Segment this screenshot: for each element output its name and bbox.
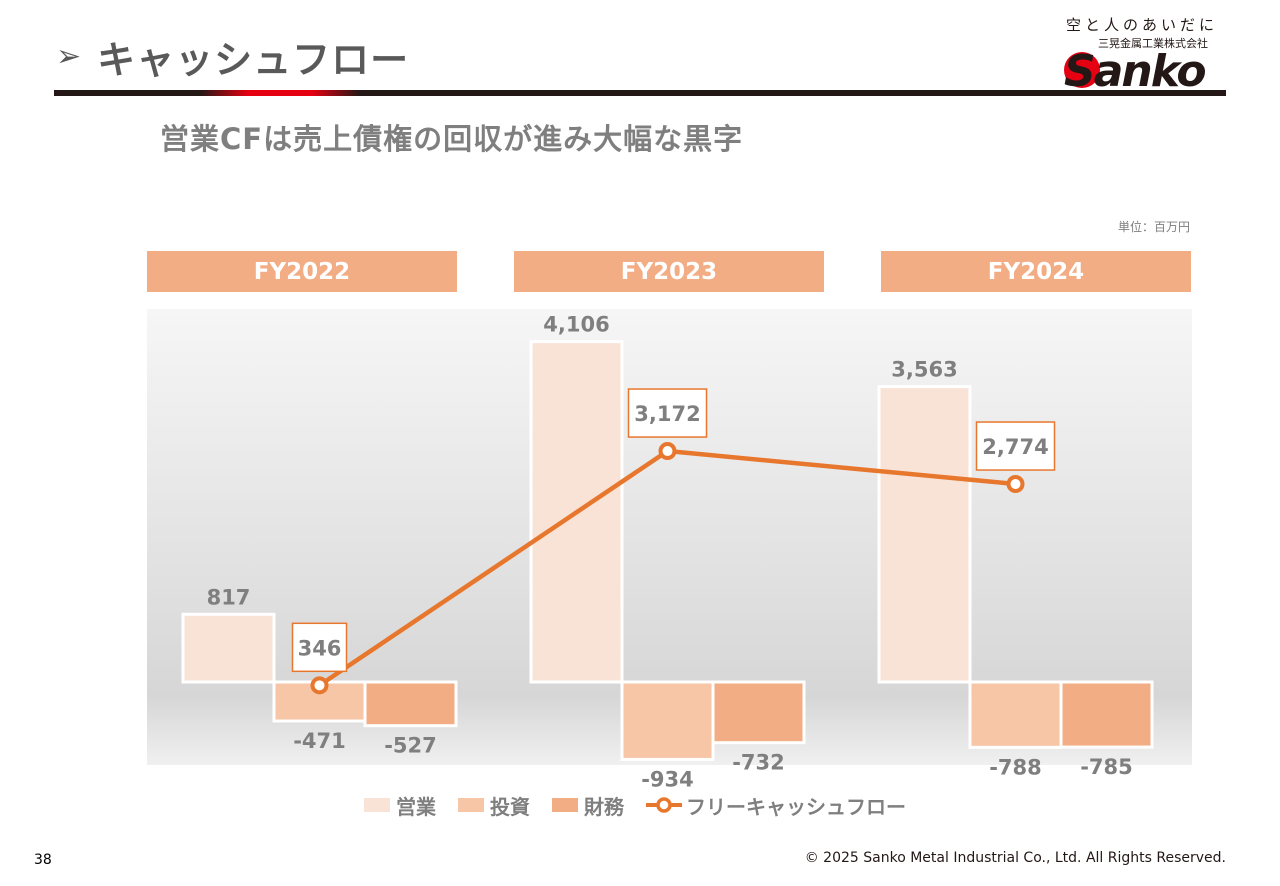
- data-label-financing-fy2023: -732: [732, 751, 785, 775]
- svg-text:Sanko: Sanko: [1064, 46, 1205, 90]
- bar-operating-fy2023: [529, 340, 624, 684]
- category-label-fy2023: FY2023: [621, 259, 717, 285]
- bullet-arrow-icon: ➢: [56, 38, 82, 74]
- legend-item-financing: 財務: [552, 791, 624, 820]
- company-logo: 空と人のあいだに 三晃金属工業株式会社 Sanko: [1062, 14, 1228, 90]
- page-title: キャッシュフロー: [97, 37, 410, 82]
- legend-label-free-cf: フリーキャッシュフロー: [686, 794, 906, 819]
- bar-investing-fy2023: [620, 680, 715, 761]
- free-cf-label-box-fy2023: [627, 388, 708, 438]
- free-cf-label-fy2023: 3,172: [634, 402, 700, 426]
- bar-financing-fy2023: [711, 680, 806, 745]
- legend-swatch-investing: [458, 798, 484, 812]
- free-cf-point-fy2023: [658, 442, 677, 461]
- data-label-investing-fy2024: -788: [989, 755, 1042, 779]
- chart-legend: 営業 投資 財務 フリーキャッシュフロー: [364, 790, 928, 820]
- slide-subtitle: 営業CFは売上債権の回収が進み大幅な黒字: [160, 122, 744, 156]
- data-label-investing-fy2023: -934: [641, 767, 694, 791]
- data-label-operating-fy2022: 817: [207, 585, 251, 609]
- legend-label-investing: 投資: [490, 794, 530, 819]
- bar-investing-fy2024: [968, 680, 1063, 749]
- legend-swatch-financing: [552, 798, 578, 812]
- free-cf-label-fy2024: 2,774: [982, 435, 1048, 459]
- category-label-fy2024: FY2024: [988, 259, 1084, 285]
- free-cf-point-fy2022: [310, 676, 329, 695]
- legend-swatch-operating: [364, 798, 390, 812]
- unit-label: 単位：百万円: [1117, 220, 1190, 234]
- free-cf-label-box-fy2024: [975, 421, 1056, 471]
- page-title-row: ➢ キャッシュフロー: [56, 28, 409, 84]
- bar-operating-fy2024: [877, 385, 972, 684]
- data-label-investing-fy2022: -471: [293, 729, 346, 753]
- data-label-financing-fy2024: -785: [1080, 755, 1133, 779]
- category-header-fy2022: [147, 251, 457, 292]
- logo-company-name: 三晃金属工業株式会社: [1098, 37, 1208, 50]
- data-label-financing-fy2022: -527: [384, 734, 437, 758]
- legend-item-free-cf: フリーキャッシュフロー: [646, 791, 906, 820]
- sanko-logo-icon: Sanko: [1064, 46, 1207, 90]
- free-cf-point-fy2024: [1006, 475, 1025, 494]
- category-header-fy2023: [514, 251, 824, 292]
- legend-label-operating: 営業: [396, 794, 436, 819]
- category-header-fy2024: [881, 251, 1191, 292]
- title-underline-accent: [200, 90, 360, 96]
- bar-operating-fy2022: [181, 612, 276, 684]
- page-number: 38: [34, 852, 52, 868]
- data-label-operating-fy2024: 3,563: [891, 358, 957, 382]
- copyright-notice: © 2025 Sanko Metal Industrial Co., Ltd. …: [804, 850, 1226, 866]
- legend-item-operating: 営業: [364, 791, 436, 820]
- legend-line-marker-icon: [646, 797, 682, 813]
- category-label-fy2022: FY2022: [254, 259, 350, 285]
- free-cf-label-fy2022: 346: [298, 636, 342, 660]
- legend-item-investing: 投資: [458, 791, 530, 820]
- data-label-operating-fy2023: 4,106: [543, 313, 609, 337]
- title-underline: [54, 90, 1226, 96]
- logo-tagline: 空と人のあいだに: [1066, 16, 1219, 34]
- bar-financing-fy2024: [1059, 680, 1154, 749]
- legend-label-financing: 財務: [584, 794, 624, 819]
- bar-financing-fy2022: [363, 680, 458, 728]
- free-cf-label-box-fy2022: [291, 622, 348, 673]
